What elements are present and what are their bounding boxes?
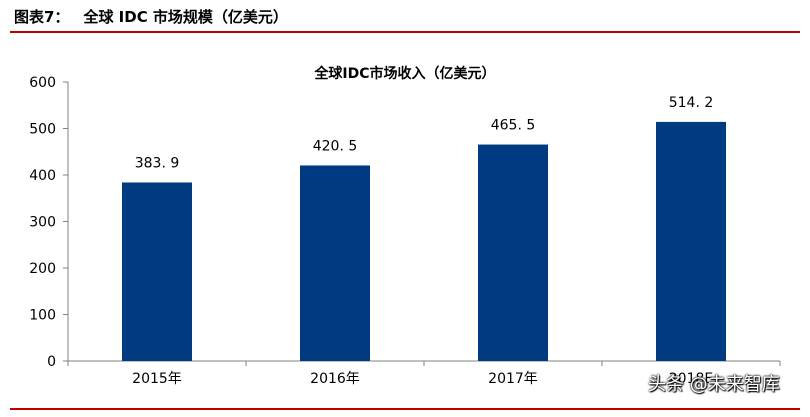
- figure-title: 全球 IDC 市场规模（亿美元）: [83, 8, 288, 26]
- y-tick-label: 300: [29, 215, 56, 231]
- y-tick-label: 0: [47, 354, 56, 370]
- bottom-divider: [10, 408, 800, 410]
- watermark: 头条 @未来智库: [648, 374, 780, 395]
- bar-value-label: 383. 9: [135, 155, 180, 171]
- y-tick-label: 200: [29, 261, 56, 277]
- y-tick-label: 100: [29, 308, 56, 324]
- bar-value-label: 514. 2: [669, 95, 714, 111]
- chart-title: 全球IDC市场收入（亿美元）: [313, 65, 495, 82]
- x-tick-label: 2017年: [488, 371, 538, 387]
- x-tick-label: 2018E: [669, 371, 713, 387]
- bar: [478, 144, 548, 361]
- y-tick-label: 400: [29, 168, 56, 184]
- top-divider: [10, 31, 800, 33]
- bar-value-label: 465. 5: [491, 118, 536, 134]
- y-tick-label: 600: [29, 75, 56, 91]
- bar: [656, 121, 726, 361]
- x-tick-label: 2016年: [310, 371, 360, 387]
- y-axis: 0 100 200 300 400 500 600: [29, 75, 69, 370]
- x-tick-label: 2015年: [132, 371, 182, 387]
- bar: [300, 165, 370, 361]
- y-tick-label: 500: [29, 122, 56, 138]
- figure-caption: 图表7： 全球 IDC 市场规模（亿美元）: [14, 6, 288, 27]
- bar-value-label: 420. 5: [313, 138, 358, 154]
- bar: [122, 182, 192, 361]
- figure-label: 图表7：: [14, 8, 70, 26]
- bars-group: 383. 9 420. 5 465. 5 514. 2: [122, 95, 726, 361]
